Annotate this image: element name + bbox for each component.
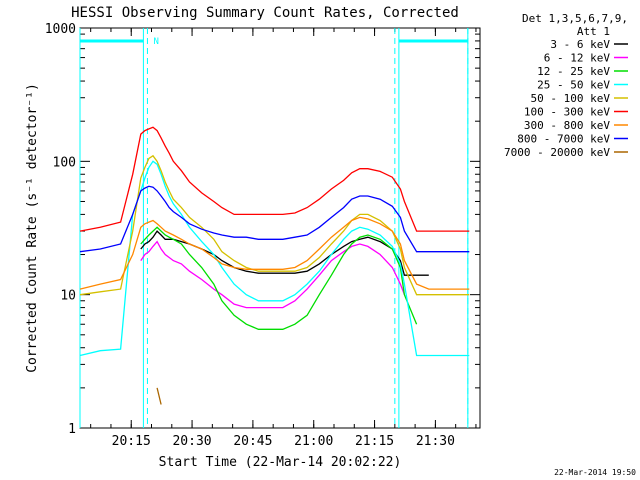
legend-label-7: 800 - 7000 keV [517,133,610,146]
legend-label-1: 6 - 12 keV [544,52,611,65]
legend-label-3: 25 - 50 keV [537,79,610,92]
y-tick-label: 10 [60,289,76,304]
y-tick-label: 1 [68,422,76,437]
legend-label-8: 7000 - 20000 keV [504,146,610,159]
series-line-0 [140,230,429,276]
x-tick-label: 20:15 [112,434,151,449]
series-line-5 [79,126,470,232]
legend-label-0: 3 - 6 keV [550,38,610,51]
y-tick-label: 1000 [45,22,76,37]
legend-label-4: 50 - 100 keV [531,92,611,105]
legend-label-5: 100 - 300 keV [524,106,610,119]
series-line-7 [79,185,470,253]
series-line-1 [140,240,406,309]
legend-label-2: 12 - 25 keV [537,65,610,78]
series-line-2 [140,226,418,330]
series-line-6 [79,216,470,290]
plot-area: 20:15 20:30 20:45 21:00 21:15 21:30 1 10 100 1000… [45,22,481,449]
legend-header-line-1: Det 1,3,5,6,7,9, [522,12,628,25]
x-tick-label: 21:00 [294,434,333,449]
x-tick-label: 21:30 [416,434,455,449]
n-marker-label: N [153,37,158,47]
chart-title: HESSI Observing Summary Count Rates, Cor… [71,5,459,21]
series-line-3 [79,160,470,357]
x-tick-label: 21:15 [355,434,394,449]
x-tick-label: 20:30 [172,434,211,449]
legend-header-line-2: Att 1 [577,25,610,38]
series-line-8 [156,387,162,405]
legend-label-6: 300 - 800 keV [524,119,610,132]
x-tick-label: 20:45 [233,434,272,449]
y-axis-label: Corrected Count Rate (s⁻¹ detector⁻¹) [25,83,40,373]
footer-date: 22-Mar-2014 19:50 [554,468,636,477]
x-axis-label: Start Time (22-Mar-14 20:02:22) [159,455,402,470]
y-tick-label: 100 [53,155,76,170]
